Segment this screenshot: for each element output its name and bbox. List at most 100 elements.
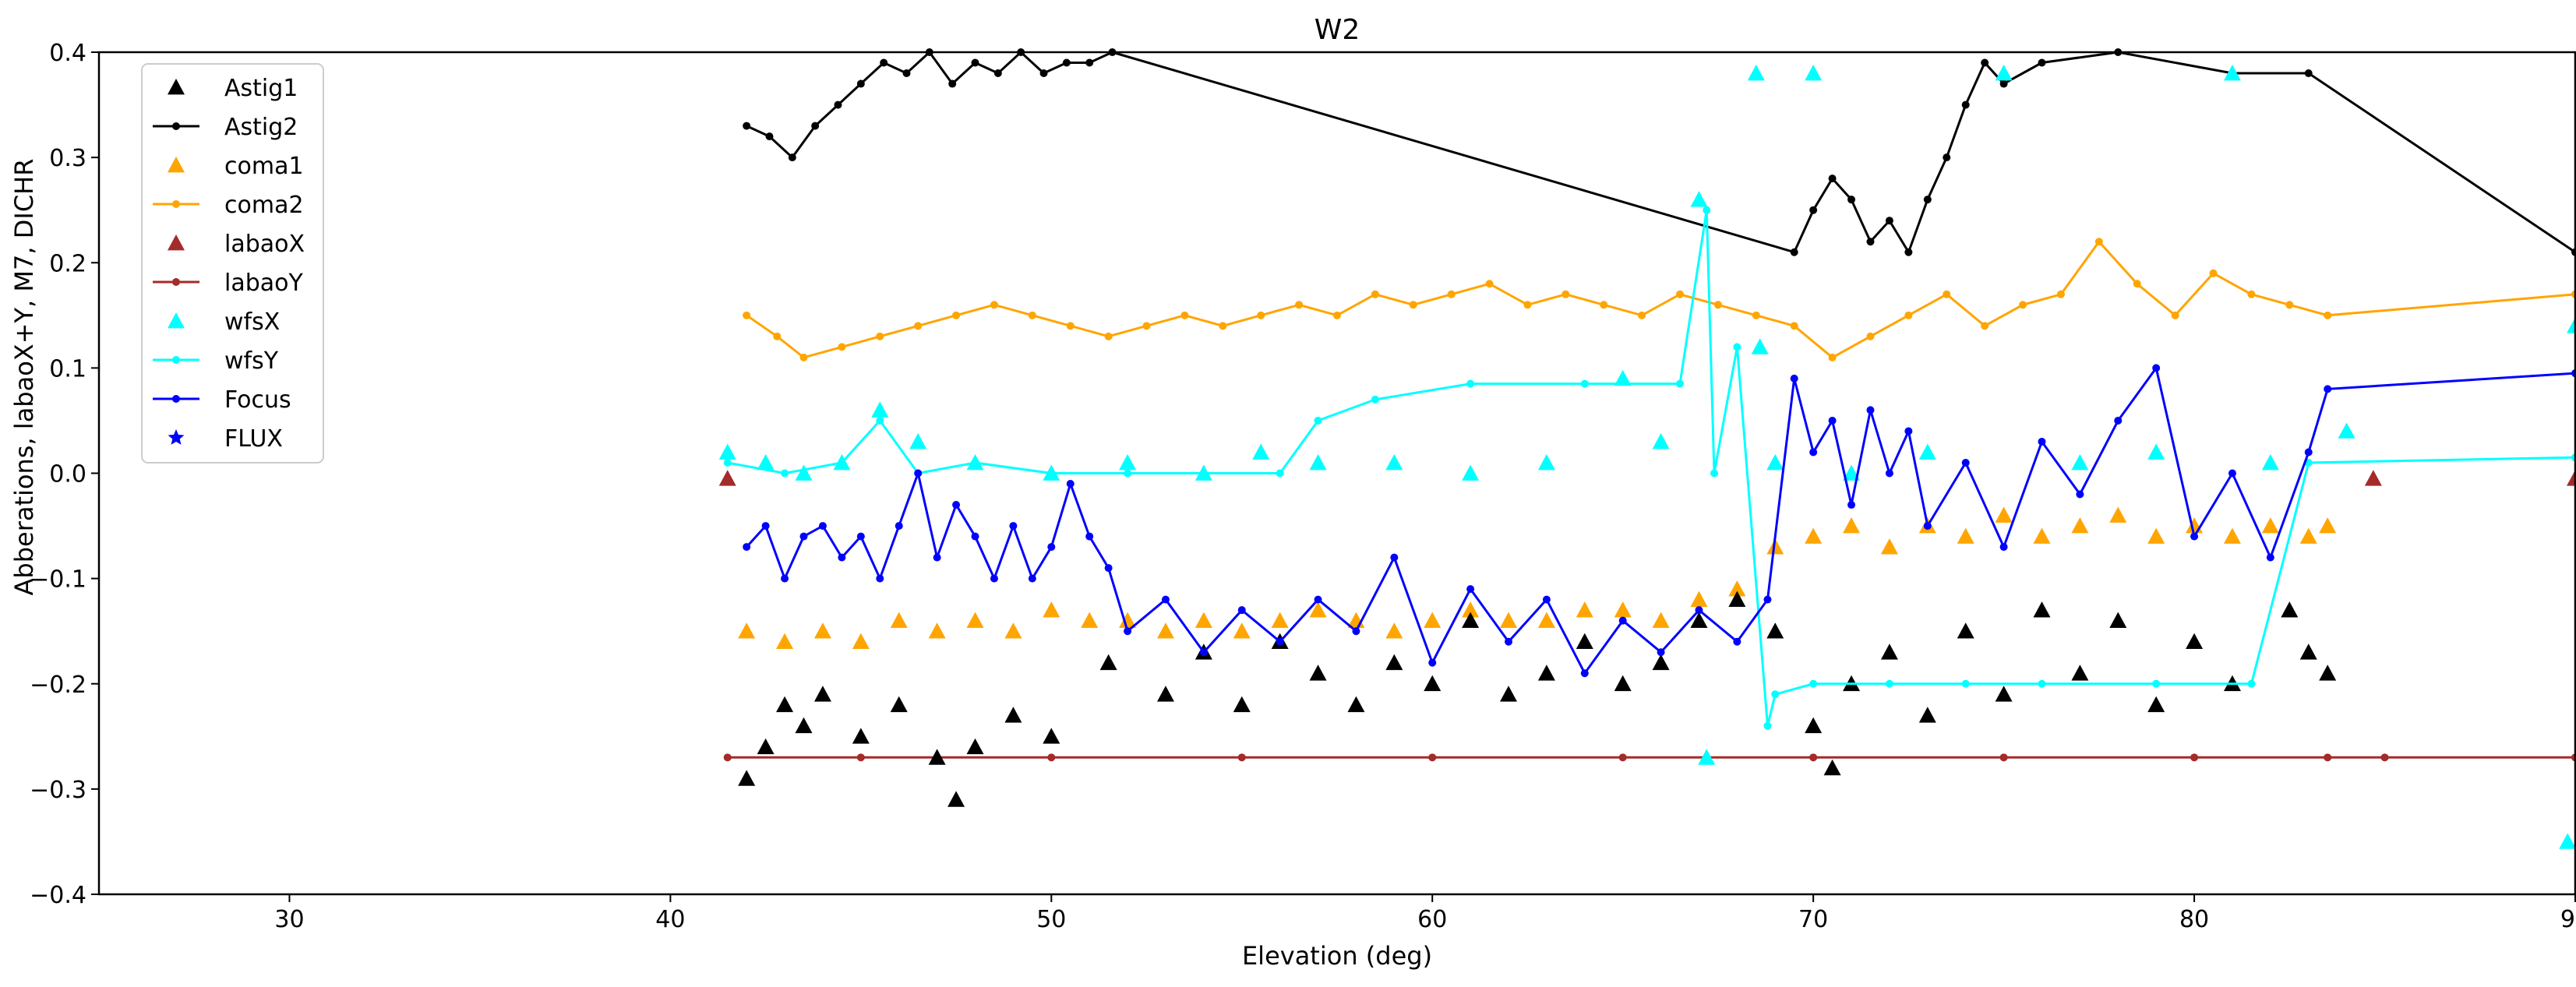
data-point-focus [1790,374,1798,382]
data-point-astig1 [852,728,870,744]
data-point-coma1 [1233,622,1251,639]
y-tick-label: 0.2 [49,250,86,277]
data-point-coma1 [813,622,831,639]
data-point-focus [1066,480,1075,488]
data-point-coma1 [1766,538,1784,555]
data-point-coma2 [1866,332,1875,340]
data-point-coma2 [838,343,846,351]
data-point-coma2 [1066,322,1075,330]
data-point-wfsx [1252,443,1270,460]
data-point-wfsx [2261,453,2279,471]
data-point-coma1 [1309,601,1327,618]
data-point-astig2 [902,69,911,78]
data-point-astig1 [757,738,775,755]
data-point-coma1 [1004,622,1022,639]
data-point-coma1 [1957,527,1974,544]
data-point-labaoy [1237,753,1246,762]
data-point-astig1 [813,686,831,702]
y-tick-label: 0.4 [49,40,86,67]
data-point-astig1 [1957,622,1974,639]
data-point-focus [1885,469,1893,478]
data-point-wfsx [1995,65,2013,81]
data-point-labaoy [856,753,865,762]
data-point-astig1 [2147,696,2165,713]
data-point-coma2 [1142,322,1151,330]
data-point-coma2 [2171,311,2179,319]
data-point-labaoy [2380,753,2389,762]
data-point-astig1 [2071,664,2089,681]
data-point-astig1 [1690,612,1708,629]
data-point-focus [876,574,884,583]
legend-marker-wfsy [172,356,180,364]
data-point-astig1 [1652,654,1670,671]
legend-label-coma1: coma1 [224,153,304,180]
data-point-coma1 [1194,612,1212,629]
legend-marker-labaox [168,234,185,251]
x-tick-label: 80 [2179,906,2209,933]
axes-ticks: 30 40 50 60 70 80 90 −0.4 −0.3 −0.2 −0.1 0.0 0.1 0.2 0… [30,40,2576,933]
data-point-focus [761,522,770,531]
data-point-astig1 [1766,622,1784,639]
legend-label-flux: FLUX [224,425,283,453]
data-point-focus [743,543,751,552]
data-point-coma2 [1943,290,1951,298]
x-tick-label: 40 [655,906,685,933]
y-tick-label: −0.4 [30,882,86,909]
legend-marker-coma2 [172,200,180,208]
data-point-astig2 [1923,196,1932,204]
data-point-wfsy [781,469,789,478]
data-point-coma2 [1180,311,1189,319]
data-point-coma1 [2223,527,2241,544]
data-point-astig1 [1537,664,1555,681]
series-coma1 [738,506,2337,650]
data-point-coma2 [2285,301,2294,309]
data-point-wfsy [723,458,732,467]
data-point-astig2 [856,79,865,88]
data-point-coma2 [990,301,998,309]
data-point-focus [1124,627,1132,636]
data-point-coma2 [1371,290,1379,298]
data-point-astig1 [1043,728,1060,744]
data-point-coma2 [2094,238,2103,246]
data-point-labaox [2364,470,2382,486]
data-point-wfsx [2567,317,2576,333]
legend-marker-labaoy [172,278,180,286]
data-point-wfsx [1918,443,1936,460]
data-point-astig2 [788,153,796,162]
data-point-wfsx [1843,464,1861,481]
data-point-focus [895,522,903,531]
data-point-focus [2266,553,2274,562]
data-point-labaoy [1999,753,2008,762]
data-point-astig1 [966,738,984,755]
data-point-coma1 [1424,612,1442,629]
legend-item-coma2: coma2 [153,192,304,219]
data-point-labaox [2567,470,2576,486]
data-point-labaoy [1809,753,1818,762]
data-point-wfsx [2071,453,2089,471]
data-point-coma2 [1447,290,1456,298]
legend-item-coma1: coma1 [168,153,304,180]
data-point-coma2 [1257,311,1265,319]
data-point-coma1 [1728,580,1746,597]
data-point-wfsx [2559,833,2576,849]
legend-label-focus: Focus [224,386,291,414]
data-point-focus [1505,637,1513,646]
plot-data [718,48,2576,849]
data-point-coma2 [1600,301,1608,309]
data-point-astig1 [1823,759,1841,776]
data-point-coma1 [2299,527,2317,544]
data-point-astig2 [948,79,957,88]
data-point-astig1 [1004,707,1022,723]
series-focus [743,364,2576,678]
data-point-astig1 [1156,686,1174,702]
data-point-coma1 [1271,612,1289,629]
data-point-coma1 [2147,527,2165,544]
data-point-focus [952,501,961,509]
data-point-coma1 [1995,506,2013,523]
data-point-focus [1028,574,1036,583]
data-point-wfsx [2223,65,2241,81]
data-point-wfsx [1766,453,1784,471]
data-point-labaoy [1428,753,1437,762]
data-point-focus [2228,469,2236,478]
